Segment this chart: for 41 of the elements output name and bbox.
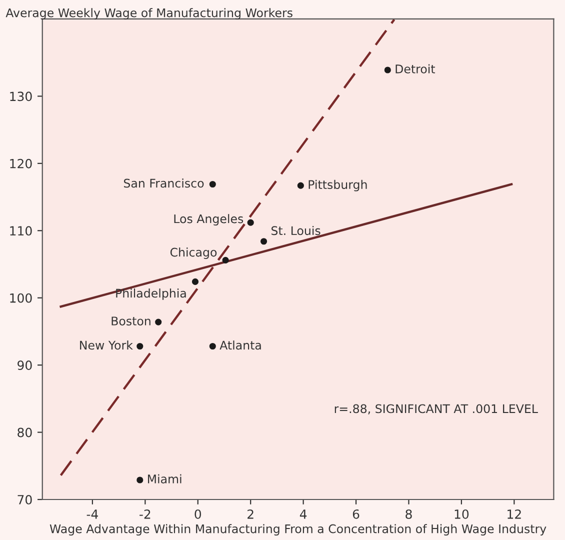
y-tick-label: 90 [18, 360, 32, 370]
point [155, 318, 162, 326]
y-axis-title: Average Weekly Wage of Manufacturing Workers [6, 8, 292, 20]
annotation: St. Louis [271, 226, 320, 236]
annotation: Atlanta [220, 340, 261, 350]
x-tick-label: -2 [140, 509, 150, 519]
annotation: New York [80, 340, 133, 350]
annotation: Boston [112, 316, 150, 326]
x-tick-label: 0 [194, 509, 202, 519]
y-tick-label: 120 [10, 158, 32, 168]
annotation: Los Angeles [174, 214, 244, 226]
x-tick-label: -4 [86, 510, 98, 519]
x-tick-label: 8 [406, 509, 412, 519]
annotation: Chicago [170, 248, 217, 259]
annotation: r=.88, SIGNIFICANT AT .001 LEVEL [334, 404, 538, 414]
point [297, 182, 304, 189]
point [209, 342, 216, 350]
y-tick-label: 130 [10, 92, 32, 102]
point [209, 180, 216, 188]
point [192, 278, 199, 286]
x-axis-title: Wage Advantage Within Manufacturing From a Concentration of High Wage Industry [50, 524, 546, 536]
point [136, 476, 144, 484]
y-tick-label: 100 [10, 293, 32, 303]
annotation: Pittsburgh [308, 180, 367, 192]
x-tick-label: 2 [248, 509, 254, 519]
annotation: Miami [148, 474, 182, 484]
point [222, 256, 229, 264]
x-tick-label: 12 [508, 509, 521, 519]
x-tick-label: 6 [352, 509, 360, 519]
annotation: San Francisco [124, 178, 204, 188]
point [247, 219, 254, 226]
point [136, 342, 144, 350]
y-tick-label: 80 [18, 428, 32, 438]
x-tick-label: 10 [454, 509, 469, 519]
y-tick-label: 70 [18, 494, 32, 504]
annotation: Philadelphia [116, 288, 186, 300]
y-tick-label: 110 [10, 226, 32, 236]
x-tick-label: 4 [300, 510, 307, 519]
annotation: Detroit [396, 64, 436, 74]
point [260, 238, 268, 245]
point [384, 66, 391, 74]
